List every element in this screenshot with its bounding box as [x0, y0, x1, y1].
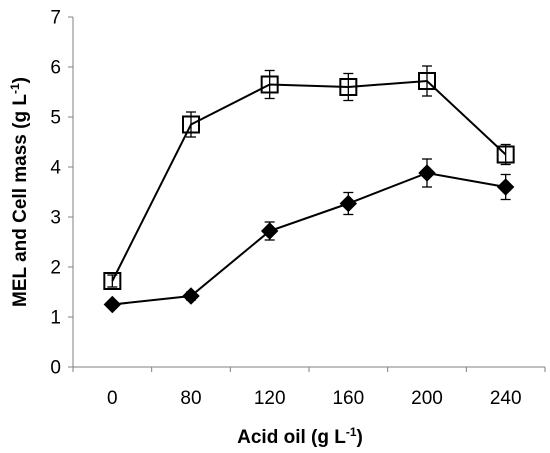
- series-area: [103, 65, 515, 314]
- x-tick-label: 120: [254, 388, 286, 409]
- data-point: [496, 145, 515, 164]
- x-tick-label: 160: [332, 388, 364, 409]
- data-point: [339, 194, 358, 213]
- data-point: [260, 75, 279, 94]
- data-point: [339, 78, 358, 96]
- data-point: [496, 178, 515, 196]
- data-point: [182, 115, 200, 134]
- y-tick-label: 2: [50, 258, 61, 279]
- x-tick-label: 240: [490, 388, 522, 409]
- series-filled-diamond: [103, 158, 515, 314]
- data-point: [260, 222, 279, 240]
- x-tick-label: 200: [411, 388, 443, 409]
- x-tick-label: 80: [180, 388, 201, 409]
- data-point: [182, 287, 200, 305]
- x-axis: 0 80 120 160 200 240: [72, 366, 546, 409]
- x-tick-label: 0: [107, 388, 118, 409]
- series-line: [112, 171, 506, 306]
- series-open-square: [103, 65, 515, 290]
- y-axis: 0 1 2 3 4 5 6 7: [50, 8, 74, 379]
- y-tick-label: 6: [50, 58, 61, 79]
- data-point: [103, 295, 122, 314]
- data-point: [103, 272, 122, 290]
- data-point: [418, 164, 436, 182]
- y-tick-label: 0: [50, 358, 61, 379]
- y-tick-label: 4: [50, 158, 61, 179]
- y-tick-label: 7: [50, 8, 61, 29]
- y-tick-label: 3: [50, 208, 61, 229]
- x-axis-label: Acid oil (g L-1): [237, 425, 363, 448]
- y-tick-label: 5: [50, 108, 61, 129]
- series-line: [111, 79, 507, 282]
- data-point: [418, 72, 436, 90]
- y-tick-label: 1: [50, 308, 61, 329]
- y-axis-label: MEL and Cell mass (g L-1): [8, 77, 31, 307]
